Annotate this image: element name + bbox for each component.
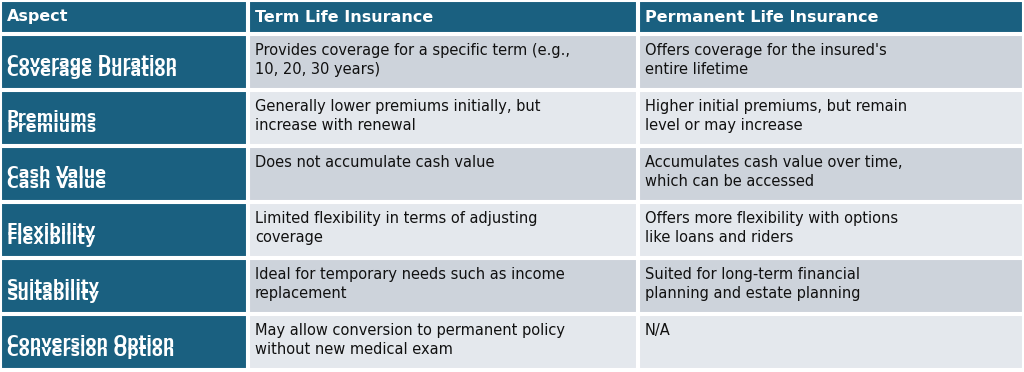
Bar	[249, 147, 637, 201]
Text: Suited for long-term financial
planning and estate planning: Suited for long-term financial planning …	[645, 267, 860, 301]
Bar	[249, 35, 637, 89]
Bar	[1, 1, 247, 33]
Text: Limited flexibility in terms of adjusting
coverage: Limited flexibility in terms of adjustin…	[255, 211, 538, 245]
Bar	[249, 1, 637, 33]
Text: May allow conversion to permanent policy
without new medical exam: May allow conversion to permanent policy…	[255, 323, 565, 357]
Text: Suitability: Suitability	[7, 288, 100, 303]
Text: Suitability: Suitability	[7, 279, 100, 294]
Text: Permanent Life Insurance: Permanent Life Insurance	[645, 10, 879, 25]
Bar	[249, 91, 637, 145]
Text: Flexibility: Flexibility	[7, 232, 96, 247]
Bar	[1, 147, 247, 201]
Text: Conversion Option: Conversion Option	[7, 344, 174, 359]
Text: Does not accumulate cash value: Does not accumulate cash value	[255, 155, 495, 170]
Bar	[639, 203, 1023, 257]
Text: Cash Value: Cash Value	[7, 176, 106, 191]
Text: Ideal for temporary needs such as income
replacement: Ideal for temporary needs such as income…	[255, 267, 565, 301]
Bar	[1, 35, 247, 89]
Bar	[249, 259, 637, 313]
Text: Premiums: Premiums	[7, 110, 97, 125]
Bar	[249, 315, 637, 369]
Text: Generally lower premiums initially, but
increase with renewal: Generally lower premiums initially, but …	[255, 99, 541, 133]
Text: Coverage Duration: Coverage Duration	[7, 64, 177, 79]
Text: Aspect: Aspect	[7, 10, 69, 25]
Bar	[639, 91, 1023, 145]
Bar	[639, 147, 1023, 201]
Bar	[639, 35, 1023, 89]
Text: Premiums: Premiums	[7, 120, 97, 135]
Bar	[1, 315, 247, 369]
Text: Offers more flexibility with options
like loans and riders: Offers more flexibility with options lik…	[645, 211, 898, 245]
Text: Cash Value: Cash Value	[7, 167, 106, 182]
Text: Offers coverage for the insured's
entire lifetime: Offers coverage for the insured's entire…	[645, 43, 887, 77]
Bar	[249, 203, 637, 257]
Text: Conversion Option: Conversion Option	[7, 334, 174, 350]
Text: Flexibility: Flexibility	[7, 222, 96, 237]
Bar	[639, 259, 1023, 313]
Text: Coverage Duration: Coverage Duration	[7, 55, 177, 70]
Bar	[1, 259, 247, 313]
Bar	[1, 203, 247, 257]
Bar	[1, 91, 247, 145]
Bar	[639, 1, 1023, 33]
Text: Provides coverage for a specific term (e.g.,
10, 20, 30 years): Provides coverage for a specific term (e…	[255, 43, 570, 77]
Text: Accumulates cash value over time,
which can be accessed: Accumulates cash value over time, which …	[645, 155, 902, 189]
Text: Higher initial premiums, but remain
level or may increase: Higher initial premiums, but remain leve…	[645, 99, 907, 133]
Text: N/A: N/A	[645, 323, 671, 338]
Text: Term Life Insurance: Term Life Insurance	[255, 10, 433, 25]
Bar	[639, 315, 1023, 369]
